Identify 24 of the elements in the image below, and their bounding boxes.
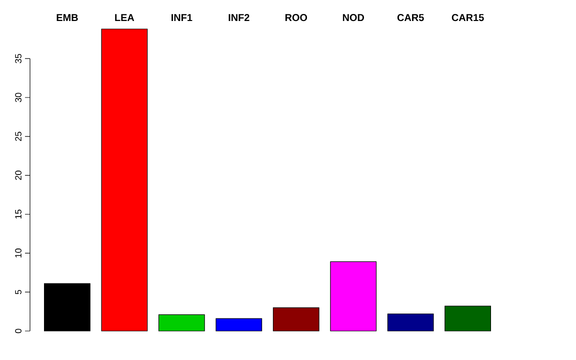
x-tick-label: INF2 <box>228 14 250 21</box>
y-tick-label: 15 <box>15 210 22 219</box>
y-tick-label: 5 <box>15 290 22 294</box>
x-tick-label: CAR15 <box>452 14 484 22</box>
y-tick-label: 25 <box>15 132 22 141</box>
x-tick-label: INF1 <box>172 14 192 21</box>
x-tick-label: ROO <box>285 14 308 22</box>
y-tick-label: 20 <box>15 170 22 180</box>
y-tick-label: 35 <box>15 54 22 64</box>
x-tick-label: NOD <box>342 14 364 22</box>
bar <box>272 307 320 332</box>
bar <box>158 314 205 332</box>
bar <box>330 261 377 332</box>
bar <box>216 318 262 332</box>
y-tick-label: 10 <box>15 248 22 258</box>
y-tick-label: 0 <box>15 328 22 334</box>
bar <box>387 314 434 332</box>
y-tick-label: 30 <box>15 92 22 102</box>
bar <box>44 283 90 332</box>
x-tick-label: LEA <box>115 14 134 21</box>
bar <box>444 306 491 332</box>
x-tick-label: CAR5 <box>397 14 424 22</box>
bar <box>101 28 148 332</box>
x-tick-label: EMB <box>56 14 78 21</box>
